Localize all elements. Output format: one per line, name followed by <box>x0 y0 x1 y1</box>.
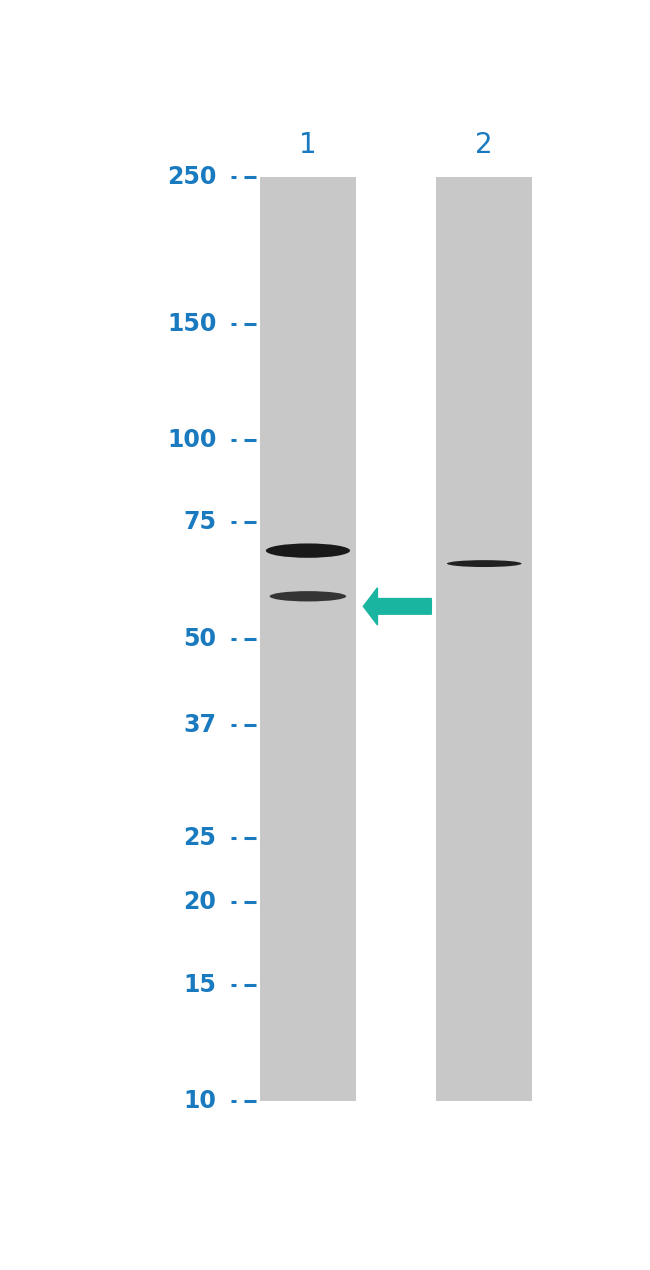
Text: 15: 15 <box>183 973 216 997</box>
Bar <box>260 177 356 1101</box>
Text: 150: 150 <box>167 311 216 335</box>
Text: 75: 75 <box>183 511 216 535</box>
Text: 250: 250 <box>167 165 216 189</box>
Text: 1: 1 <box>299 131 317 159</box>
Text: 2: 2 <box>475 131 493 159</box>
Ellipse shape <box>447 560 521 566</box>
Bar <box>436 177 532 1101</box>
Text: 20: 20 <box>183 890 216 914</box>
Ellipse shape <box>266 544 350 558</box>
Text: 100: 100 <box>167 428 216 452</box>
Text: 50: 50 <box>183 627 216 652</box>
Ellipse shape <box>270 591 346 602</box>
Text: 25: 25 <box>183 826 216 850</box>
Text: 10: 10 <box>183 1088 216 1113</box>
FancyArrow shape <box>363 588 432 625</box>
Text: 37: 37 <box>183 714 216 738</box>
